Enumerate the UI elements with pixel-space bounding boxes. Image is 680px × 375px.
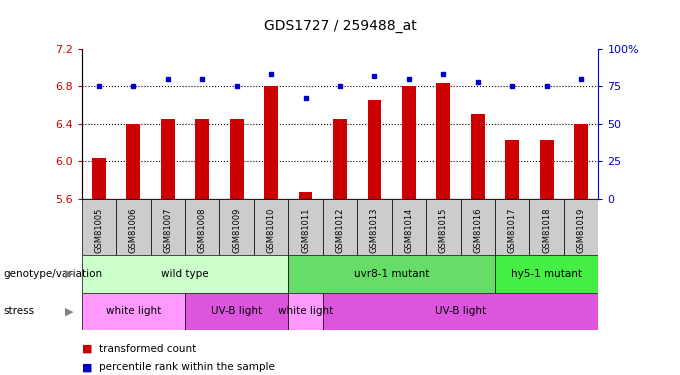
Bar xyxy=(333,119,347,199)
Bar xyxy=(495,199,530,255)
Bar xyxy=(323,292,598,330)
Text: GSM81009: GSM81009 xyxy=(232,207,241,253)
Bar xyxy=(185,199,220,255)
Bar xyxy=(265,86,278,199)
Text: stress: stress xyxy=(3,306,35,316)
Bar xyxy=(230,119,243,199)
Text: GSM81014: GSM81014 xyxy=(405,207,413,253)
Text: hy5-1 mutant: hy5-1 mutant xyxy=(511,269,582,279)
Bar xyxy=(92,158,105,199)
Text: genotype/variation: genotype/variation xyxy=(3,269,103,279)
Bar xyxy=(288,199,323,255)
Bar xyxy=(368,100,381,199)
Bar xyxy=(126,124,140,199)
Bar xyxy=(254,199,288,255)
Text: ■: ■ xyxy=(82,344,92,354)
Bar xyxy=(392,199,426,255)
Text: GSM81008: GSM81008 xyxy=(198,207,207,253)
Bar xyxy=(220,199,254,255)
Text: UV-B light: UV-B light xyxy=(211,306,262,316)
Bar xyxy=(299,192,312,199)
Text: GDS1727 / 259488_at: GDS1727 / 259488_at xyxy=(264,19,416,33)
Text: GSM81006: GSM81006 xyxy=(129,207,138,253)
Text: GSM81013: GSM81013 xyxy=(370,207,379,253)
Text: GSM81018: GSM81018 xyxy=(542,207,551,253)
Text: GSM81019: GSM81019 xyxy=(577,207,585,253)
Bar xyxy=(288,292,323,330)
Text: GSM81012: GSM81012 xyxy=(335,207,345,253)
Bar xyxy=(82,292,185,330)
Text: uvr8-1 mutant: uvr8-1 mutant xyxy=(354,269,429,279)
Bar xyxy=(288,255,495,292)
Bar xyxy=(505,140,519,199)
Text: GSM81010: GSM81010 xyxy=(267,207,275,253)
Bar xyxy=(357,199,392,255)
Text: GSM81015: GSM81015 xyxy=(439,207,448,253)
Text: wild type: wild type xyxy=(161,269,209,279)
Bar xyxy=(437,84,450,199)
Text: white light: white light xyxy=(105,306,161,316)
Text: GSM81011: GSM81011 xyxy=(301,207,310,253)
Bar xyxy=(426,199,460,255)
Bar xyxy=(495,255,598,292)
Text: GSM81016: GSM81016 xyxy=(473,207,482,253)
Text: UV-B light: UV-B light xyxy=(435,306,486,316)
Bar xyxy=(575,124,588,199)
Bar xyxy=(82,199,116,255)
Text: transformed count: transformed count xyxy=(99,344,196,354)
Bar xyxy=(471,114,485,199)
Bar xyxy=(323,199,357,255)
Bar xyxy=(195,119,209,199)
Bar xyxy=(82,255,288,292)
Text: ■: ■ xyxy=(82,363,92,372)
Bar xyxy=(530,199,564,255)
Bar xyxy=(161,119,175,199)
Text: GSM81005: GSM81005 xyxy=(95,207,103,253)
Bar xyxy=(540,140,554,199)
Bar xyxy=(402,86,415,199)
Text: white light: white light xyxy=(278,306,333,316)
Text: ▶: ▶ xyxy=(65,269,73,279)
Text: GSM81017: GSM81017 xyxy=(508,207,517,253)
Bar xyxy=(564,199,598,255)
Bar xyxy=(116,199,150,255)
Text: percentile rank within the sample: percentile rank within the sample xyxy=(99,363,275,372)
Text: GSM81007: GSM81007 xyxy=(163,207,172,253)
Bar xyxy=(460,199,495,255)
Bar xyxy=(185,292,288,330)
Bar xyxy=(150,199,185,255)
Text: ▶: ▶ xyxy=(65,306,73,316)
